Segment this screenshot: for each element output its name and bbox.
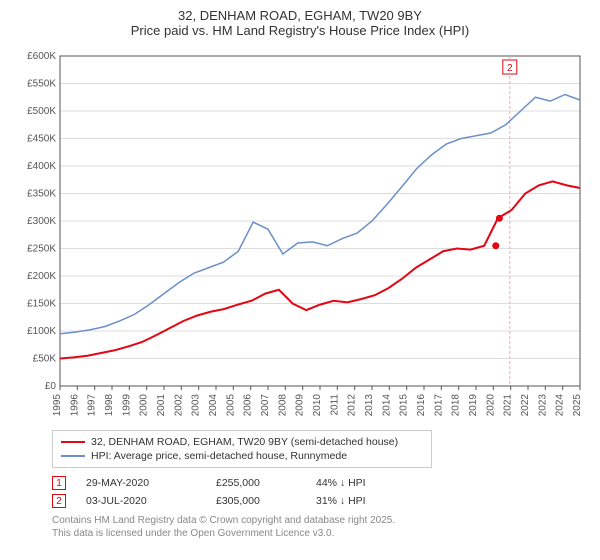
svg-text:2011: 2011 bbox=[329, 394, 340, 416]
svg-text:2006: 2006 bbox=[243, 394, 254, 417]
svg-text:1999: 1999 bbox=[121, 394, 132, 417]
svg-text:1996: 1996 bbox=[69, 394, 80, 417]
svg-text:£0: £0 bbox=[45, 381, 57, 392]
svg-text:£450K: £450K bbox=[27, 134, 56, 145]
svg-text:2014: 2014 bbox=[381, 394, 392, 417]
legend-item-property: 32, DENHAM ROAD, EGHAM, TW20 9BY (semi-d… bbox=[61, 435, 423, 449]
marker-badge-2: 2 bbox=[52, 494, 66, 508]
data-row-1: 1 29-MAY-2020 £255,000 44% ↓ HPI bbox=[12, 474, 588, 492]
svg-text:2020: 2020 bbox=[485, 394, 496, 417]
legend-swatch-property bbox=[61, 441, 85, 443]
attribution-line2: This data is licensed under the Open Gov… bbox=[52, 527, 588, 540]
svg-text:£350K: £350K bbox=[27, 189, 56, 200]
svg-text:2004: 2004 bbox=[208, 394, 219, 417]
svg-text:2010: 2010 bbox=[312, 394, 323, 417]
svg-text:£200K: £200K bbox=[27, 271, 56, 282]
data-price-2: £305,000 bbox=[216, 495, 316, 507]
data-price-1: £255,000 bbox=[216, 477, 316, 489]
svg-text:£550K: £550K bbox=[27, 79, 56, 90]
legend-label-hpi: HPI: Average price, semi-detached house,… bbox=[91, 450, 347, 462]
svg-text:2021: 2021 bbox=[503, 394, 514, 417]
svg-text:1995: 1995 bbox=[52, 394, 63, 417]
svg-text:2017: 2017 bbox=[433, 394, 444, 417]
price-chart: £0 £50K £100K £150K £200K £250K £300K £350K £400… bbox=[12, 46, 588, 426]
legend-item-hpi: HPI: Average price, semi-detached house,… bbox=[61, 449, 423, 463]
svg-text:2009: 2009 bbox=[295, 394, 306, 417]
svg-text:2025: 2025 bbox=[572, 394, 583, 417]
svg-text:2001: 2001 bbox=[156, 394, 167, 417]
attribution: Contains HM Land Registry data © Crown c… bbox=[12, 510, 588, 540]
svg-text:2022: 2022 bbox=[520, 394, 531, 417]
legend-label-property: 32, DENHAM ROAD, EGHAM, TW20 9BY (semi-d… bbox=[91, 436, 398, 448]
svg-text:£150K: £150K bbox=[27, 299, 56, 310]
svg-text:1997: 1997 bbox=[87, 394, 98, 417]
svg-text:2015: 2015 bbox=[399, 394, 410, 417]
data-row-2: 2 03-JUL-2020 £305,000 31% ↓ HPI bbox=[12, 492, 588, 510]
svg-text:£50K: £50K bbox=[33, 354, 57, 365]
legend: 32, DENHAM ROAD, EGHAM, TW20 9BY (semi-d… bbox=[52, 430, 432, 468]
svg-text:£600K: £600K bbox=[27, 51, 56, 62]
marker-badge-1: 1 bbox=[52, 476, 66, 490]
attribution-line1: Contains HM Land Registry data © Crown c… bbox=[52, 514, 588, 527]
legend-swatch-hpi bbox=[61, 455, 85, 457]
svg-text:2023: 2023 bbox=[537, 394, 548, 417]
svg-text:£500K: £500K bbox=[27, 106, 56, 117]
svg-text:2003: 2003 bbox=[191, 394, 202, 417]
svg-text:2016: 2016 bbox=[416, 394, 427, 417]
svg-text:2: 2 bbox=[507, 63, 513, 74]
chart-title-line2: Price paid vs. HM Land Registry's House … bbox=[12, 23, 588, 38]
chart-title-line1: 32, DENHAM ROAD, EGHAM, TW20 9BY bbox=[12, 8, 588, 23]
svg-text:2000: 2000 bbox=[139, 394, 150, 417]
svg-text:1998: 1998 bbox=[104, 394, 115, 417]
svg-text:2008: 2008 bbox=[277, 394, 288, 417]
svg-text:2002: 2002 bbox=[173, 394, 184, 417]
data-date-2: 03-JUL-2020 bbox=[86, 495, 216, 507]
svg-text:2018: 2018 bbox=[451, 394, 462, 417]
svg-text:2024: 2024 bbox=[555, 394, 566, 417]
data-date-1: 29-MAY-2020 bbox=[86, 477, 216, 489]
svg-text:2019: 2019 bbox=[468, 394, 479, 417]
chart-area: £0 £50K £100K £150K £200K £250K £300K £350K £400… bbox=[12, 46, 588, 426]
svg-text:£250K: £250K bbox=[27, 244, 56, 255]
svg-text:£400K: £400K bbox=[27, 161, 56, 172]
svg-text:£100K: £100K bbox=[27, 326, 56, 337]
svg-text:£300K: £300K bbox=[27, 216, 56, 227]
svg-text:2013: 2013 bbox=[364, 394, 375, 417]
data-diff-2: 31% ↓ HPI bbox=[316, 495, 436, 507]
data-diff-1: 44% ↓ HPI bbox=[316, 477, 436, 489]
svg-text:2007: 2007 bbox=[260, 394, 271, 417]
svg-text:2005: 2005 bbox=[225, 394, 236, 417]
svg-text:2012: 2012 bbox=[347, 394, 358, 417]
